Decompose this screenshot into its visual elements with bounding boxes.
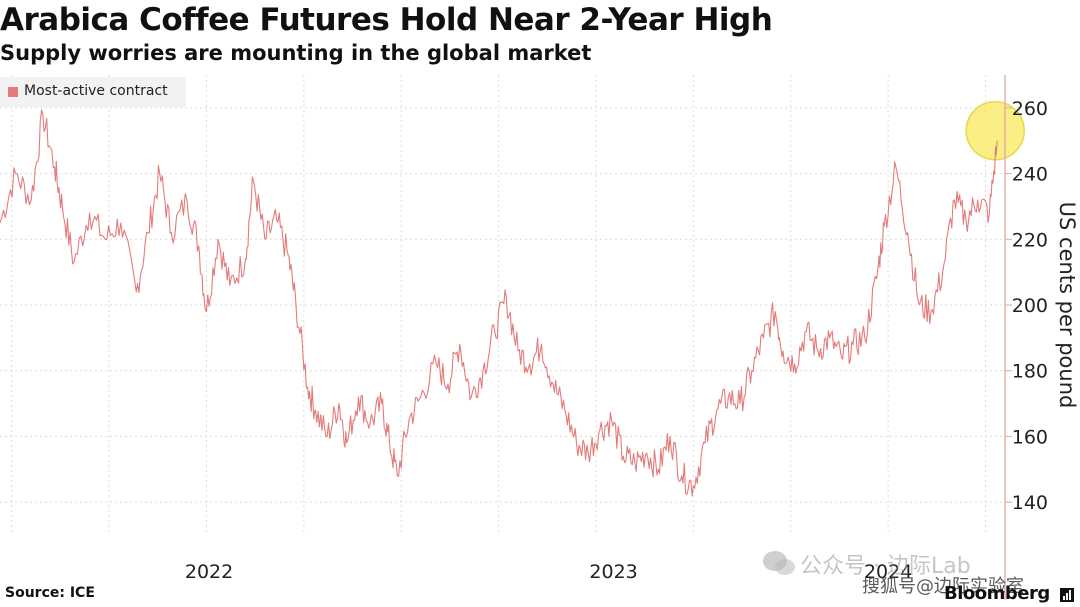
y-tick-label: 220 — [1012, 229, 1048, 251]
legend-swatch — [8, 87, 18, 97]
watermark-sohu: 搜狐号@边际实验室 — [862, 576, 1024, 597]
series-line-most-active-contract — [0, 109, 998, 497]
legend-label: Most-active contract — [24, 83, 168, 99]
y-tick-label: 200 — [1012, 295, 1048, 317]
legend: Most-active contract — [0, 77, 186, 107]
grid-lines — [0, 75, 1005, 535]
y-tick-label: 180 — [1012, 361, 1048, 383]
y-tick-label: 260 — [1012, 98, 1048, 120]
bloomberg-logo: Bloomberg — [944, 583, 1050, 604]
y-tick-label: 240 — [1012, 164, 1048, 186]
y-axis-label: US cents per pound — [1055, 202, 1079, 409]
wechat-logo-icon — [763, 551, 795, 575]
chart-subtitle: Supply worries are mounting in the globa… — [0, 41, 592, 65]
x-tick-label: 2023 — [589, 561, 637, 583]
chart-title: Arabica Coffee Futures Hold Near 2-Year … — [0, 2, 773, 38]
y-tick-label: 140 — [1012, 492, 1048, 514]
source-note: Source: ICE — [5, 585, 95, 601]
x-tick-label: 2024 — [864, 561, 912, 583]
watermark-gongzhonghao: 公众号 · 边际Lab — [800, 554, 971, 579]
x-tick-label: 2022 — [185, 561, 233, 583]
bloomberg-bars-icon — [1060, 588, 1074, 602]
y-tick-label: 160 — [1012, 426, 1048, 448]
